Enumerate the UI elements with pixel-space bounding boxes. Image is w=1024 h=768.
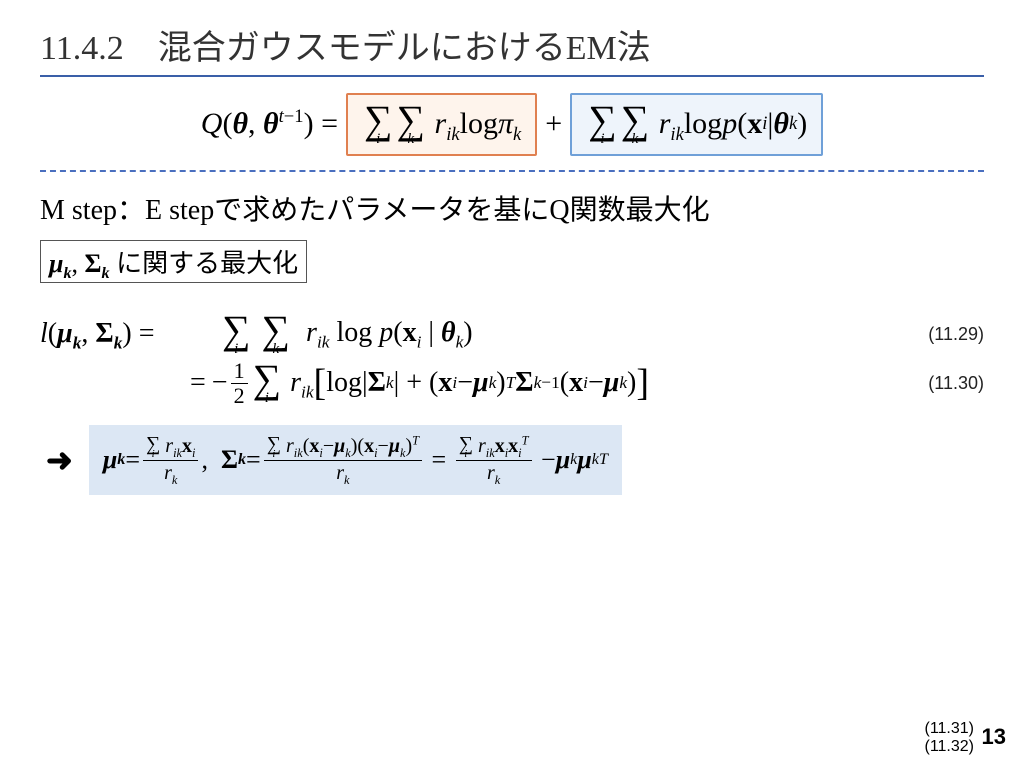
plus-sign: + <box>545 107 562 141</box>
sum-k-icon: ∑k <box>397 103 426 146</box>
eq1-rhs: ∑i ∑k rik log p(xi | θk) <box>220 313 473 356</box>
section-number: 11.4.2 <box>40 30 124 67</box>
mu-sigma-box: μk, Σk に関する最大化 <box>40 240 307 283</box>
eq-number: (11.31) <box>924 720 974 738</box>
eq-number: (11.30) <box>908 374 984 392</box>
mstep-line2-suffix: に関する最大化 <box>116 249 298 278</box>
eq2-lhs: = <box>190 369 206 397</box>
result-row: ➜ μk = ∑i rikxi rk , Σk = ∑i rik(xi−μk)(… <box>40 425 984 496</box>
q-lhs: Q(θ, θt−1) = <box>201 107 338 141</box>
q-term1-box: ∑i ∑k rik log πk <box>346 93 537 156</box>
title-text: 混合ガウスモデルにおけるEM法 <box>158 30 651 67</box>
eq-number: (11.32) <box>924 738 974 756</box>
result-box: μk = ∑i rikxi rk , Σk = ∑i rik(xi−μk)(xi… <box>89 425 622 496</box>
sum-i-icon: ∑i <box>364 103 393 146</box>
eq-11-30: = −12 ∑i rik [log|Σk| + (xi − μk)TΣk−1(x… <box>10 360 984 407</box>
eq-number: (11.29) <box>908 325 984 343</box>
sum-k-icon: ∑k <box>621 103 650 146</box>
derivation-block: l(μk, Σk) = ∑i ∑k rik log p(xi | θk) (11… <box>40 313 984 496</box>
mstep-line1: M step：E stepで求めたパラメータを基にQ関数最大化 <box>40 190 984 232</box>
q-term2-box: ∑i ∑k rik log p(xi | θk) <box>570 93 823 156</box>
mstep-line2: μk, Σk に関する最大化 <box>40 236 984 283</box>
q-equation: Q(θ, θt−1) = ∑i ∑k rik log πk + ∑i ∑k ri… <box>40 93 984 156</box>
sum-i-icon: ∑i <box>588 103 617 146</box>
page-title: 11.4.2 混合ガウスモデルにおけるEM法 <box>40 20 984 77</box>
eq2-rhs: −12 ∑i rik [log|Σk| + (xi − μk)TΣk−1(xi … <box>212 360 649 407</box>
footer-eq-numbers: (11.31) (11.32) <box>924 720 974 756</box>
eq1-lhs: l(μk, Σk) = <box>40 320 220 348</box>
slide-root: 11.4.2 混合ガウスモデルにおけるEM法 Q(θ, θt−1) = ∑i ∑… <box>0 0 1024 505</box>
comma: , <box>201 445 208 475</box>
eq-11-29: l(μk, Σk) = ∑i ∑k rik log p(xi | θk) (11… <box>40 313 984 356</box>
dashed-separator <box>40 170 984 172</box>
arrow-right-icon: ➜ <box>40 441 79 479</box>
page-number: 13 <box>982 724 1006 750</box>
